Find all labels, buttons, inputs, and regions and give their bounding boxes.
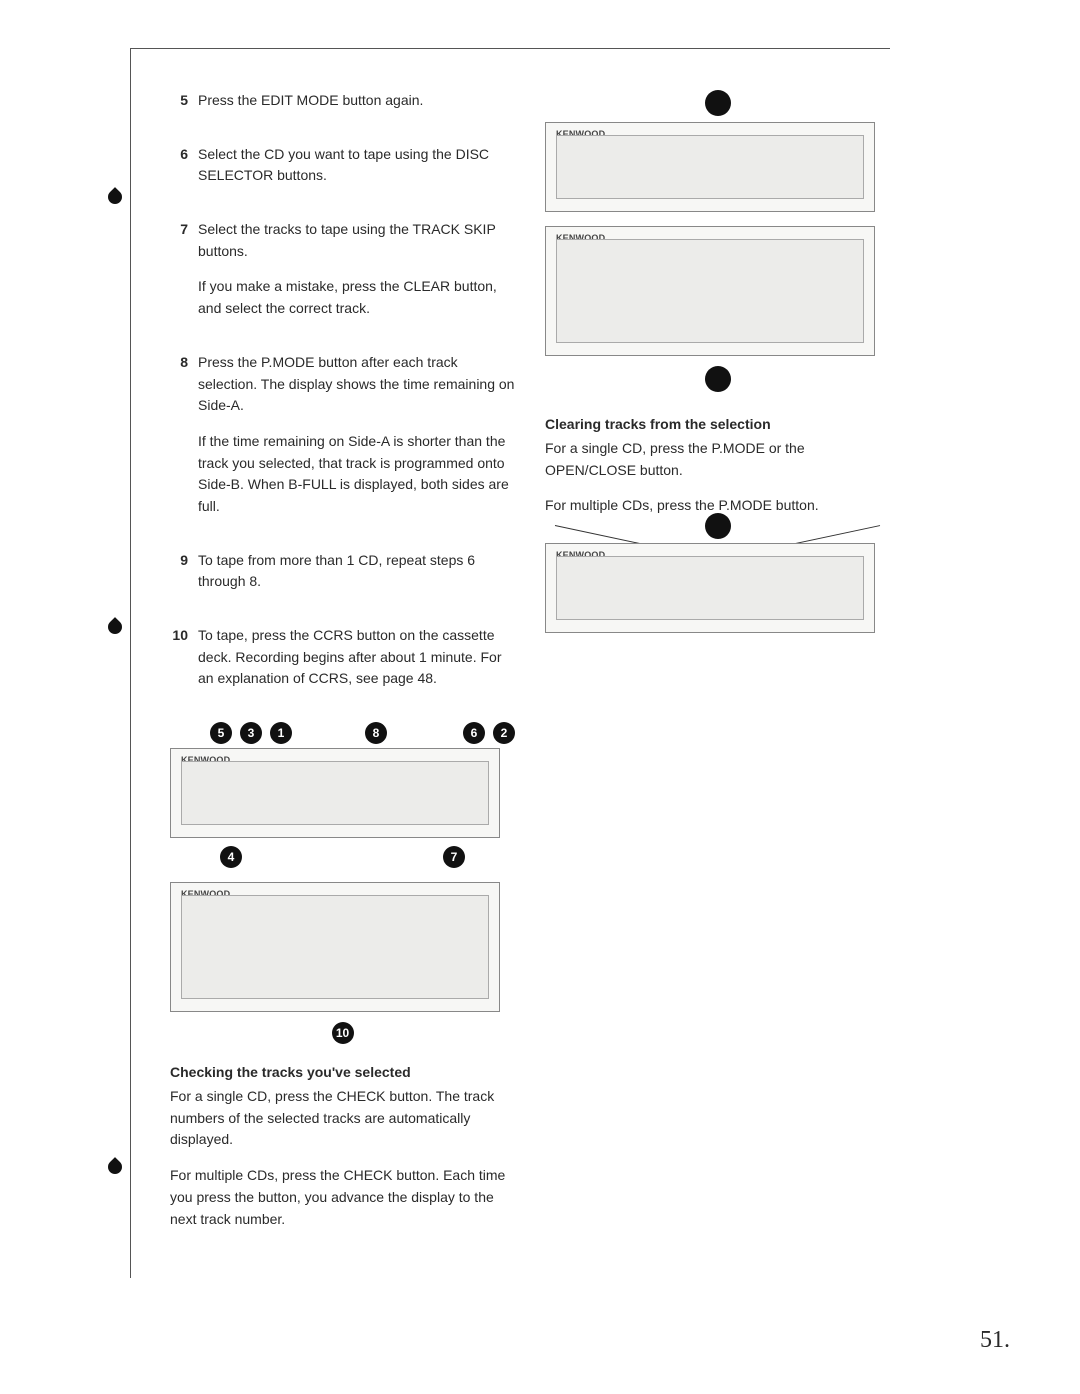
instruction-step: 6Select the CD you want to tape using th…	[170, 144, 515, 201]
step-body: To tape from more than 1 CD, repeat step…	[198, 550, 515, 607]
device-body	[181, 895, 489, 999]
instruction-step: 10To tape, press the CCRS button on the …	[170, 625, 515, 704]
step-text: To tape, press the CCRS button on the ca…	[198, 625, 515, 690]
callout-badge: 6	[463, 722, 485, 744]
device-body	[556, 556, 864, 620]
callout-badge: 3	[240, 722, 262, 744]
step-text: Press the P.MODE button after each track…	[198, 352, 515, 417]
pointer-dot	[705, 366, 731, 392]
cassette-deck-diagram: KENWOOD	[545, 226, 875, 356]
callout-badge: 5	[210, 722, 232, 744]
margin-marker	[105, 187, 125, 207]
cassette-deck-diagram: KENWOOD	[170, 882, 500, 1012]
cd-player-diagram: KENWOOD	[545, 122, 875, 212]
margin-marker	[105, 1157, 125, 1177]
step-body: To tape, press the CCRS button on the ca…	[198, 625, 515, 704]
instruction-step: 8Press the P.MODE button after each trac…	[170, 352, 515, 532]
step-text: If the time remaining on Side-A is short…	[198, 431, 515, 518]
clearing-title: Clearing tracks from the selection	[545, 416, 890, 432]
checking-title: Checking the tracks you've selected	[170, 1064, 515, 1080]
step-number: 7	[170, 219, 188, 334]
callout-badge: 2	[493, 722, 515, 744]
page-left-rule	[130, 48, 131, 1278]
margin-marker	[105, 617, 125, 637]
step-number: 5	[170, 90, 188, 126]
cd-player-diagram: KENWOOD	[545, 543, 875, 633]
cd-player-diagram: KENWOOD	[170, 748, 500, 838]
step-number: 9	[170, 550, 188, 607]
step-text: Select the CD you want to tape using the…	[198, 144, 515, 187]
callout-row-top: 531 8 62	[170, 722, 515, 744]
callout-badge: 4	[220, 846, 242, 868]
step-text: To tape from more than 1 CD, repeat step…	[198, 550, 515, 593]
pointer-dot	[705, 90, 731, 116]
instruction-step: 9To tape from more than 1 CD, repeat ste…	[170, 550, 515, 607]
clearing-text-1: For a single CD, press the P.MODE or the…	[545, 438, 890, 481]
step-body: Select the tracks to tape using the TRAC…	[198, 219, 515, 334]
step-text: Press the EDIT MODE button again.	[198, 90, 515, 112]
device-body	[556, 135, 864, 199]
instruction-step: 7Select the tracks to tape using the TRA…	[170, 219, 515, 334]
device-body	[181, 761, 489, 825]
pointer-dot	[705, 513, 731, 539]
step-text: Select the tracks to tape using the TRAC…	[198, 219, 515, 262]
right-column: KENWOOD KENWOOD Clearing tracks from the…	[545, 90, 890, 1244]
callout-badge: 8	[365, 722, 387, 744]
checking-text-2: For multiple CDs, press the CHECK button…	[170, 1165, 515, 1230]
callout-badge: 10	[332, 1022, 354, 1044]
callout-badge: 7	[443, 846, 465, 868]
step-body: Press the EDIT MODE button again.	[198, 90, 515, 126]
step-body: Select the CD you want to tape using the…	[198, 144, 515, 201]
step-text: If you make a mistake, press the CLEAR b…	[198, 276, 515, 319]
device-body	[556, 239, 864, 343]
callout-row-bottom: 47	[170, 846, 515, 868]
page-number: 51.	[980, 1327, 1010, 1354]
left-column: 5Press the EDIT MODE button again.6Selec…	[170, 90, 515, 1244]
callout-badge: 1	[270, 722, 292, 744]
step-number: 6	[170, 144, 188, 201]
step-body: Press the P.MODE button after each track…	[198, 352, 515, 532]
instruction-step: 5 Press the EDIT MODE button again.	[170, 90, 515, 126]
step-number: 8	[170, 352, 188, 532]
page-top-rule	[130, 48, 890, 49]
checking-text-1: For a single CD, press the CHECK button.…	[170, 1086, 515, 1151]
step-number: 10	[170, 625, 188, 704]
